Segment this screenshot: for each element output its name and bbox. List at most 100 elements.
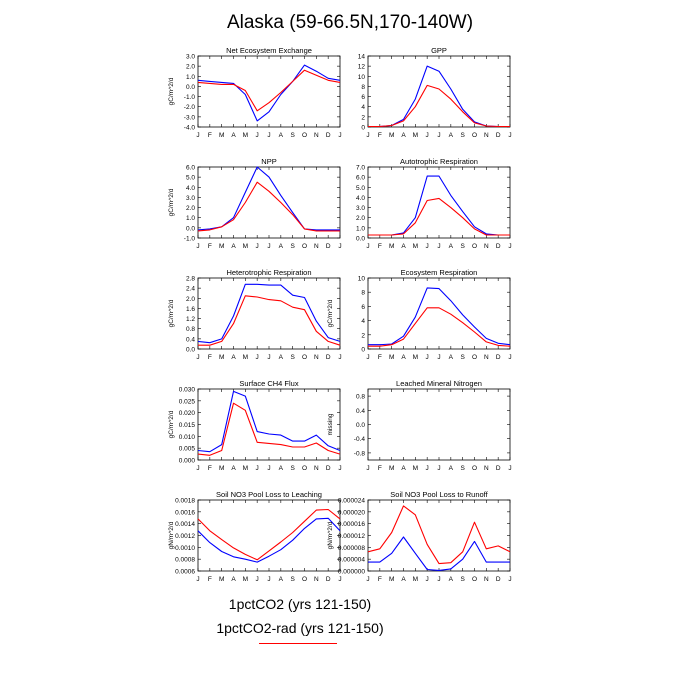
y-tick-label: 0.4 [186, 336, 195, 343]
x-tick-label: A [401, 243, 406, 250]
y-tick-label: 3.0 [356, 205, 365, 212]
x-tick-label: S [460, 132, 465, 139]
y-axis-label: gN/m^2/d [168, 521, 175, 549]
x-tick-label: J [196, 132, 199, 139]
x-tick-label: S [460, 354, 465, 361]
x-tick-label: M [243, 243, 248, 250]
y-tick-label: 4.0 [186, 185, 195, 192]
x-tick-label: N [314, 243, 319, 250]
x-tick-label: A [449, 465, 454, 472]
x-tick-label: O [472, 465, 477, 472]
x-tick-label: D [326, 243, 331, 250]
x-tick-label: M [243, 354, 248, 361]
x-tick-label: M [219, 465, 224, 472]
y-tick-label: 7.0 [356, 165, 365, 172]
panel-title: Surface CH4 Flux [239, 379, 298, 388]
y-tick-label: 1.0 [186, 215, 195, 222]
series-line-blue [368, 287, 511, 346]
y-tick-label: 0.015 [179, 422, 196, 429]
series-line-red [368, 84, 510, 128]
y-tick-label: 0.000008 [338, 545, 365, 552]
y-tick-label: 0.0012 [175, 533, 195, 540]
plot-frame [197, 499, 341, 572]
plot-frame [367, 166, 511, 239]
series-line-red [368, 197, 510, 236]
x-tick-label: M [219, 354, 224, 361]
panel-title: Ecosystem Respiration [401, 268, 478, 277]
panel-net-ecosystem-exchange: Net Ecosystem Exchange -4.0 -3.0 -2.0 -1.0 0.… [168, 46, 342, 139]
legend-line-1pctco2-rad [259, 643, 337, 644]
x-tick-label: M [389, 576, 394, 583]
panel-soil-no3-pool-loss-to-leaching: Soil NO3 Pool Loss to Leaching 0.0006 0.00… [168, 490, 342, 583]
x-tick-label: M [413, 243, 418, 250]
x-tick-label: S [290, 465, 295, 472]
x-tick-label: S [290, 243, 295, 250]
x-tick-label: J [256, 465, 259, 472]
y-tick-label: -1.0 [184, 94, 196, 101]
x-tick-label: M [219, 243, 224, 250]
legend-entry-1pctco2-rad: 1pctCO2-rad (yrs 121-150) [216, 620, 384, 636]
y-tick-label: 0.000016 [338, 521, 365, 528]
y-tick-label: -0.4 [354, 436, 366, 443]
panel-title: Autotrophic Respiration [400, 157, 478, 166]
x-tick-label: M [219, 132, 224, 139]
x-tick-label: M [389, 243, 394, 250]
x-tick-label: O [302, 132, 307, 139]
x-tick-label: F [378, 243, 382, 250]
y-tick-label: 0.0 [356, 422, 365, 429]
x-tick-label: A [401, 576, 406, 583]
x-tick-label: J [267, 465, 270, 472]
x-tick-label: D [496, 576, 501, 583]
x-tick-label: N [314, 132, 319, 139]
x-tick-label: J [366, 465, 369, 472]
y-tick-label: 10 [358, 74, 366, 81]
x-tick-label: F [208, 576, 212, 583]
series-line-red [367, 505, 511, 565]
x-tick-label: F [378, 576, 382, 583]
y-tick-label: 4 [361, 318, 365, 325]
y-axis-label: gC/m^2/d [168, 410, 175, 438]
y-tick-label: 2 [361, 114, 365, 121]
x-tick-label: J [196, 354, 199, 361]
series-line-red [197, 69, 341, 112]
panel-npp: NPP-1.00.01.02.03.04.05.06.0J F M A M J J A S O N D… [168, 157, 342, 250]
x-tick-label: J [338, 465, 341, 472]
y-tick-label: 0.0 [356, 236, 365, 243]
x-tick-label: A [279, 132, 284, 139]
y-tick-label: 1.0 [356, 225, 365, 232]
panel-title: Soil NO3 Pool Loss to Runoff [390, 490, 488, 499]
series-line-blue [368, 536, 510, 571]
x-tick-label: A [401, 132, 406, 139]
x-tick-label: F [208, 354, 212, 361]
y-tick-label: 2.8 [186, 276, 195, 283]
x-tick-label: J [508, 576, 511, 583]
x-tick-label: A [449, 132, 454, 139]
y-tick-label: -0.8 [354, 450, 366, 457]
x-tick-label: J [437, 132, 440, 139]
series-line-blue [197, 283, 341, 344]
y-tick-label: 0.0016 [175, 509, 195, 516]
y-tick-label: 0.025 [179, 398, 196, 405]
panel-title: Leached Mineral Nitrogen [396, 379, 482, 388]
x-tick-label: M [389, 354, 394, 361]
plot-frame [197, 388, 341, 461]
x-tick-label: S [460, 465, 465, 472]
x-tick-label: J [437, 465, 440, 472]
y-tick-label: 0.0018 [175, 498, 195, 505]
x-tick-label: O [302, 465, 307, 472]
y-axis-label: gC/m^2/d [168, 77, 175, 105]
x-tick-label: A [231, 354, 236, 361]
x-tick-label: D [326, 576, 331, 583]
y-tick-label: 10 [358, 276, 366, 283]
x-tick-label: J [508, 243, 511, 250]
panel-title: NPP [261, 157, 276, 166]
y-tick-label: -2.0 [184, 104, 196, 111]
x-tick-label: N [484, 132, 489, 139]
x-tick-label: N [484, 243, 489, 250]
series-line-blue [368, 65, 510, 128]
x-tick-label: N [484, 465, 489, 472]
y-tick-label: -1.0 [184, 236, 196, 243]
panel-title: Net Ecosystem Exchange [226, 46, 312, 55]
series-line-blue [197, 517, 341, 563]
